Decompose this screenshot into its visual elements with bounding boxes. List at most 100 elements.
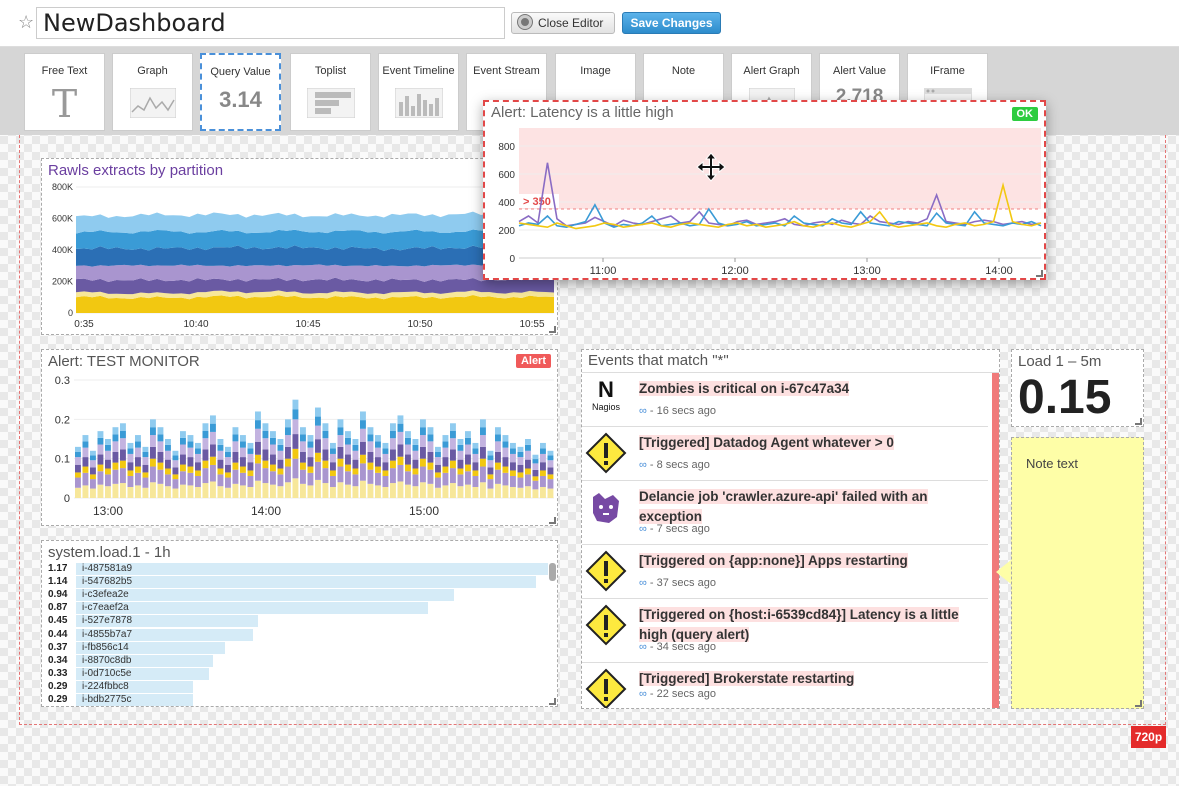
bar-segment — [293, 419, 299, 434]
bar-segment — [458, 451, 464, 460]
bar-segment — [465, 485, 471, 498]
bar-segment — [90, 479, 96, 488]
link-icon[interactable]: ∞ — [639, 577, 647, 589]
ok-badge: OK — [1012, 107, 1039, 121]
link-icon[interactable]: ∞ — [639, 405, 647, 417]
bar-segment — [480, 447, 486, 459]
widget-test-monitor[interactable]: Alert: TEST MONITOR Alert 0.3 0.2 0.1 0 13:0… — [41, 349, 558, 526]
link-icon[interactable]: ∞ — [639, 641, 647, 653]
event-item[interactable]: [Triggered on {host:i-6539cd84}] Latency… — [582, 599, 988, 663]
bar-segment — [383, 448, 389, 454]
bar-segment — [300, 470, 306, 484]
event-title[interactable]: [Triggered on {host:i-6539cd84}] Latency… — [639, 605, 979, 645]
bar-segment — [113, 484, 119, 498]
resize-handle[interactable] — [549, 698, 556, 705]
bar-segment — [315, 453, 321, 462]
bar-segment — [173, 451, 179, 456]
palette-tile-graph[interactable]: Graph — [112, 53, 193, 131]
event-title[interactable]: [Triggered] Brokerstate restarting — [639, 669, 979, 689]
bar-segment — [158, 434, 164, 441]
bar-segment — [353, 469, 359, 475]
bar-segment — [338, 427, 344, 435]
toplist-row[interactable]: 1.17 i-487581a9 — [48, 563, 548, 575]
widget-load-value[interactable]: Load 1 – 5m 0.15 — [1011, 349, 1144, 427]
resize-handle[interactable] — [1135, 700, 1142, 707]
palette-tile-query-value[interactable]: Query Value 3.14 — [200, 53, 281, 131]
toplist-row[interactable]: 0.29 i-224fbbc8 — [48, 681, 548, 693]
palette-tile-toplist[interactable]: Toplist — [290, 53, 371, 131]
top-bar: ☆ NewDashboard Close Editor Save Changes — [0, 0, 1179, 47]
bar-segment — [128, 443, 134, 449]
palette-tile-free-text[interactable]: Free Text T — [24, 53, 105, 131]
resize-handle[interactable] — [1135, 418, 1142, 425]
event-item[interactable]: [Triggered] Datadog Agent whatever > 0 ∞ … — [582, 427, 988, 481]
toplist-row[interactable]: 0.44 i-4855b7a7 — [48, 629, 548, 641]
events-scrollbar[interactable] — [992, 373, 999, 709]
link-icon[interactable]: ∞ — [639, 688, 647, 700]
event-item[interactable]: N Nagios Zombies is critical on i-67c47a34… — [582, 373, 988, 427]
favorite-star-icon[interactable]: ☆ — [18, 12, 34, 33]
x-tick-label: 14:00 — [251, 504, 281, 518]
resize-handle[interactable] — [549, 517, 556, 524]
toplist-row[interactable]: 0.87 i-c7eaef2a — [48, 602, 548, 614]
bar-segment — [255, 463, 261, 480]
palette-tile-event-timeline[interactable]: Event Timeline — [378, 53, 459, 131]
resize-handle[interactable] — [549, 326, 556, 333]
bar-segment — [488, 456, 494, 461]
dashboard-title-input[interactable]: NewDashboard — [36, 7, 505, 39]
bar-segment — [428, 441, 434, 452]
event-item[interactable]: [Triggered] Brokerstate restarting ∞ - 22… — [582, 663, 988, 709]
widget-note[interactable]: Note text — [1011, 437, 1144, 709]
widget-event-stream[interactable]: Events that match "*" N Nagios Zombies is … — [581, 349, 1000, 709]
bar-segment — [405, 465, 411, 472]
toplist-scrollbar[interactable] — [549, 563, 556, 581]
bar-segment — [503, 473, 509, 486]
widget-system-load-toplist[interactable]: system.load.1 - 1h 1.17 i-487581a9 1.14 i-5… — [41, 540, 558, 707]
bar-segment — [165, 439, 171, 445]
event-title[interactable]: [Triggered on {app:none}] Apps restartin… — [639, 551, 979, 571]
toplist-label: i-8870c8db — [82, 655, 131, 667]
event-time: ∞ - 16 secs ago — [639, 405, 716, 417]
link-icon[interactable]: ∞ — [639, 523, 647, 535]
bar-segment — [188, 457, 194, 466]
event-title[interactable]: [Triggered] Datadog Agent whatever > 0 — [639, 433, 979, 453]
bar-segment — [248, 487, 254, 498]
toplist-row[interactable]: 1.14 i-547682b5 — [48, 576, 548, 588]
toplist-row[interactable]: 0.45 i-527e7878 — [48, 615, 548, 627]
bar-segment — [150, 467, 156, 483]
bar-segment — [345, 471, 351, 484]
toplist-row[interactable]: 0.94 i-c3efea2e — [48, 589, 548, 601]
toplist-row[interactable]: 0.33 i-0d710c5e — [48, 668, 548, 680]
bar-segment — [150, 435, 156, 447]
event-item[interactable]: Delancie job 'crawler.azure-api' failed … — [582, 481, 988, 545]
event-item[interactable]: [Triggered on {app:none}] Apps restartin… — [582, 545, 988, 599]
bar-segment — [75, 472, 81, 477]
widget-rawls-extracts[interactable]: Rawls extracts by partition 800K 600K 400K… — [41, 158, 558, 335]
dragged-widget-latency-alert[interactable]: Alert: Latency is a little high OK 800 60… — [483, 100, 1046, 280]
bar-segment — [315, 426, 321, 440]
event-title[interactable]: Zombies is critical on i-67c47a34 — [639, 379, 979, 399]
bar-segment — [495, 463, 501, 470]
bar-segment — [233, 441, 239, 452]
toplist-row[interactable]: 0.29 i-bdb2775c — [48, 694, 548, 706]
close-editor-button[interactable]: Close Editor — [511, 12, 615, 34]
bar-segment — [278, 486, 284, 498]
bar-segment — [90, 460, 96, 467]
bar-segment — [458, 474, 464, 486]
bar-segment — [173, 474, 179, 479]
move-cursor-icon — [696, 152, 726, 182]
link-icon[interactable]: ∞ — [639, 459, 647, 471]
tile-label: Event Timeline — [379, 65, 458, 77]
bar-segment — [143, 472, 149, 477]
y-tick-label: 600K — [52, 214, 73, 224]
toplist-row[interactable]: 0.34 i-8870c8db — [48, 655, 548, 667]
bar-segment — [165, 469, 171, 475]
bar-segment — [135, 448, 141, 457]
bar-segment — [390, 468, 396, 483]
save-changes-button[interactable]: Save Changes — [622, 12, 721, 34]
bar-segment — [525, 469, 531, 475]
bar-segment — [270, 445, 276, 455]
event-title[interactable]: Delancie job 'crawler.azure-api' failed … — [639, 487, 979, 527]
toplist-row[interactable]: 0.37 i-fb856c14 — [48, 642, 548, 654]
resize-handle[interactable] — [1036, 270, 1043, 277]
